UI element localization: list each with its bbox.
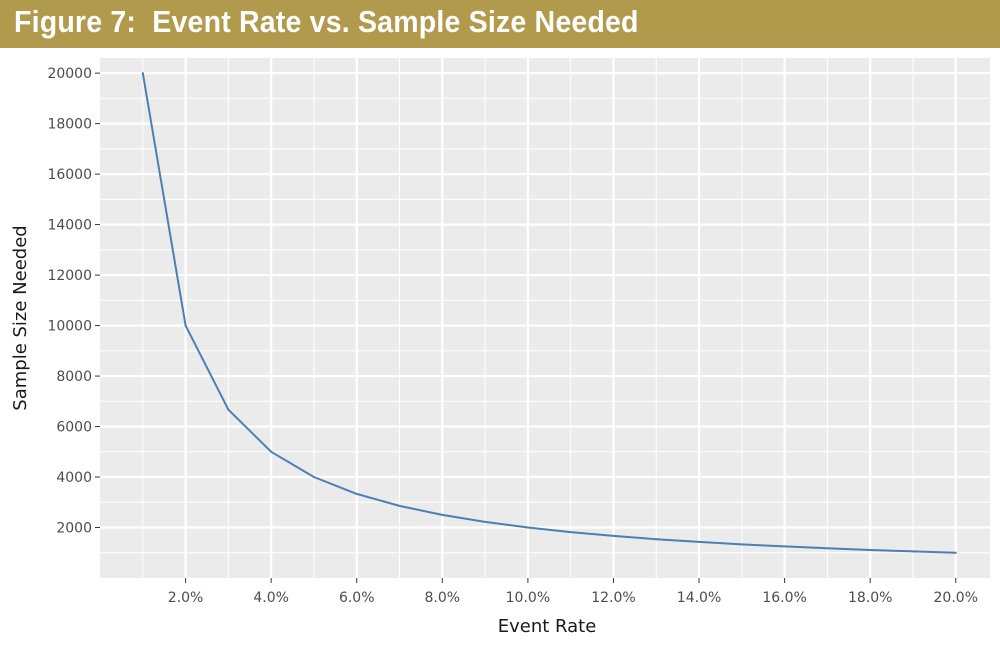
data-point: [398, 504, 401, 507]
data-point: [740, 543, 743, 546]
data-point: [569, 531, 572, 534]
plot-panel: [100, 58, 990, 578]
y-tick-label: 14000: [47, 218, 92, 234]
y-tick-label: 10000: [47, 319, 92, 335]
data-point: [526, 526, 529, 529]
y-tick-label: 8000: [56, 369, 92, 385]
y-tick-label: 6000: [56, 420, 92, 436]
x-tick-label: 8.0%: [425, 590, 461, 606]
x-tick-label: 12.0%: [591, 590, 635, 606]
data-point: [270, 450, 273, 453]
x-axis-title: Event Rate: [498, 616, 597, 637]
x-tick-label: 20.0%: [934, 590, 978, 606]
x-tick-label: 2.0%: [168, 590, 204, 606]
figure-title: Figure 7: Event Rate vs. Sample Size Nee…: [14, 4, 639, 39]
y-tick-label: 4000: [56, 470, 92, 486]
data-point: [655, 538, 658, 541]
data-point: [698, 540, 701, 543]
y-axis-title: Sample Size Needed: [10, 225, 31, 410]
x-tick-label: 14.0%: [677, 590, 721, 606]
y-tick-label: 2000: [56, 521, 92, 537]
data-point: [312, 476, 315, 479]
data-point: [227, 408, 230, 411]
x-tick-label: 10.0%: [506, 590, 550, 606]
x-tick-label: 16.0%: [762, 590, 806, 606]
data-point: [141, 72, 144, 75]
figure-banner: Figure 7: Event Rate vs. Sample Size Nee…: [0, 0, 1000, 48]
y-tick-label: 12000: [47, 268, 92, 284]
y-tick-label: 18000: [47, 117, 92, 133]
x-tick-label: 6.0%: [339, 590, 375, 606]
data-point: [954, 551, 957, 554]
y-tick-label: 16000: [47, 167, 92, 183]
data-point: [612, 534, 615, 537]
data-point: [783, 545, 786, 548]
data-point: [911, 550, 914, 553]
data-point: [184, 324, 187, 327]
data-point: [355, 492, 358, 495]
data-point: [441, 513, 444, 516]
x-tick-label: 18.0%: [848, 590, 892, 606]
data-point: [869, 548, 872, 551]
x-tick-label: 4.0%: [253, 590, 289, 606]
data-point: [484, 520, 487, 523]
series-line: [141, 72, 956, 554]
data-point: [826, 547, 829, 550]
y-tick-label: 20000: [47, 66, 92, 82]
